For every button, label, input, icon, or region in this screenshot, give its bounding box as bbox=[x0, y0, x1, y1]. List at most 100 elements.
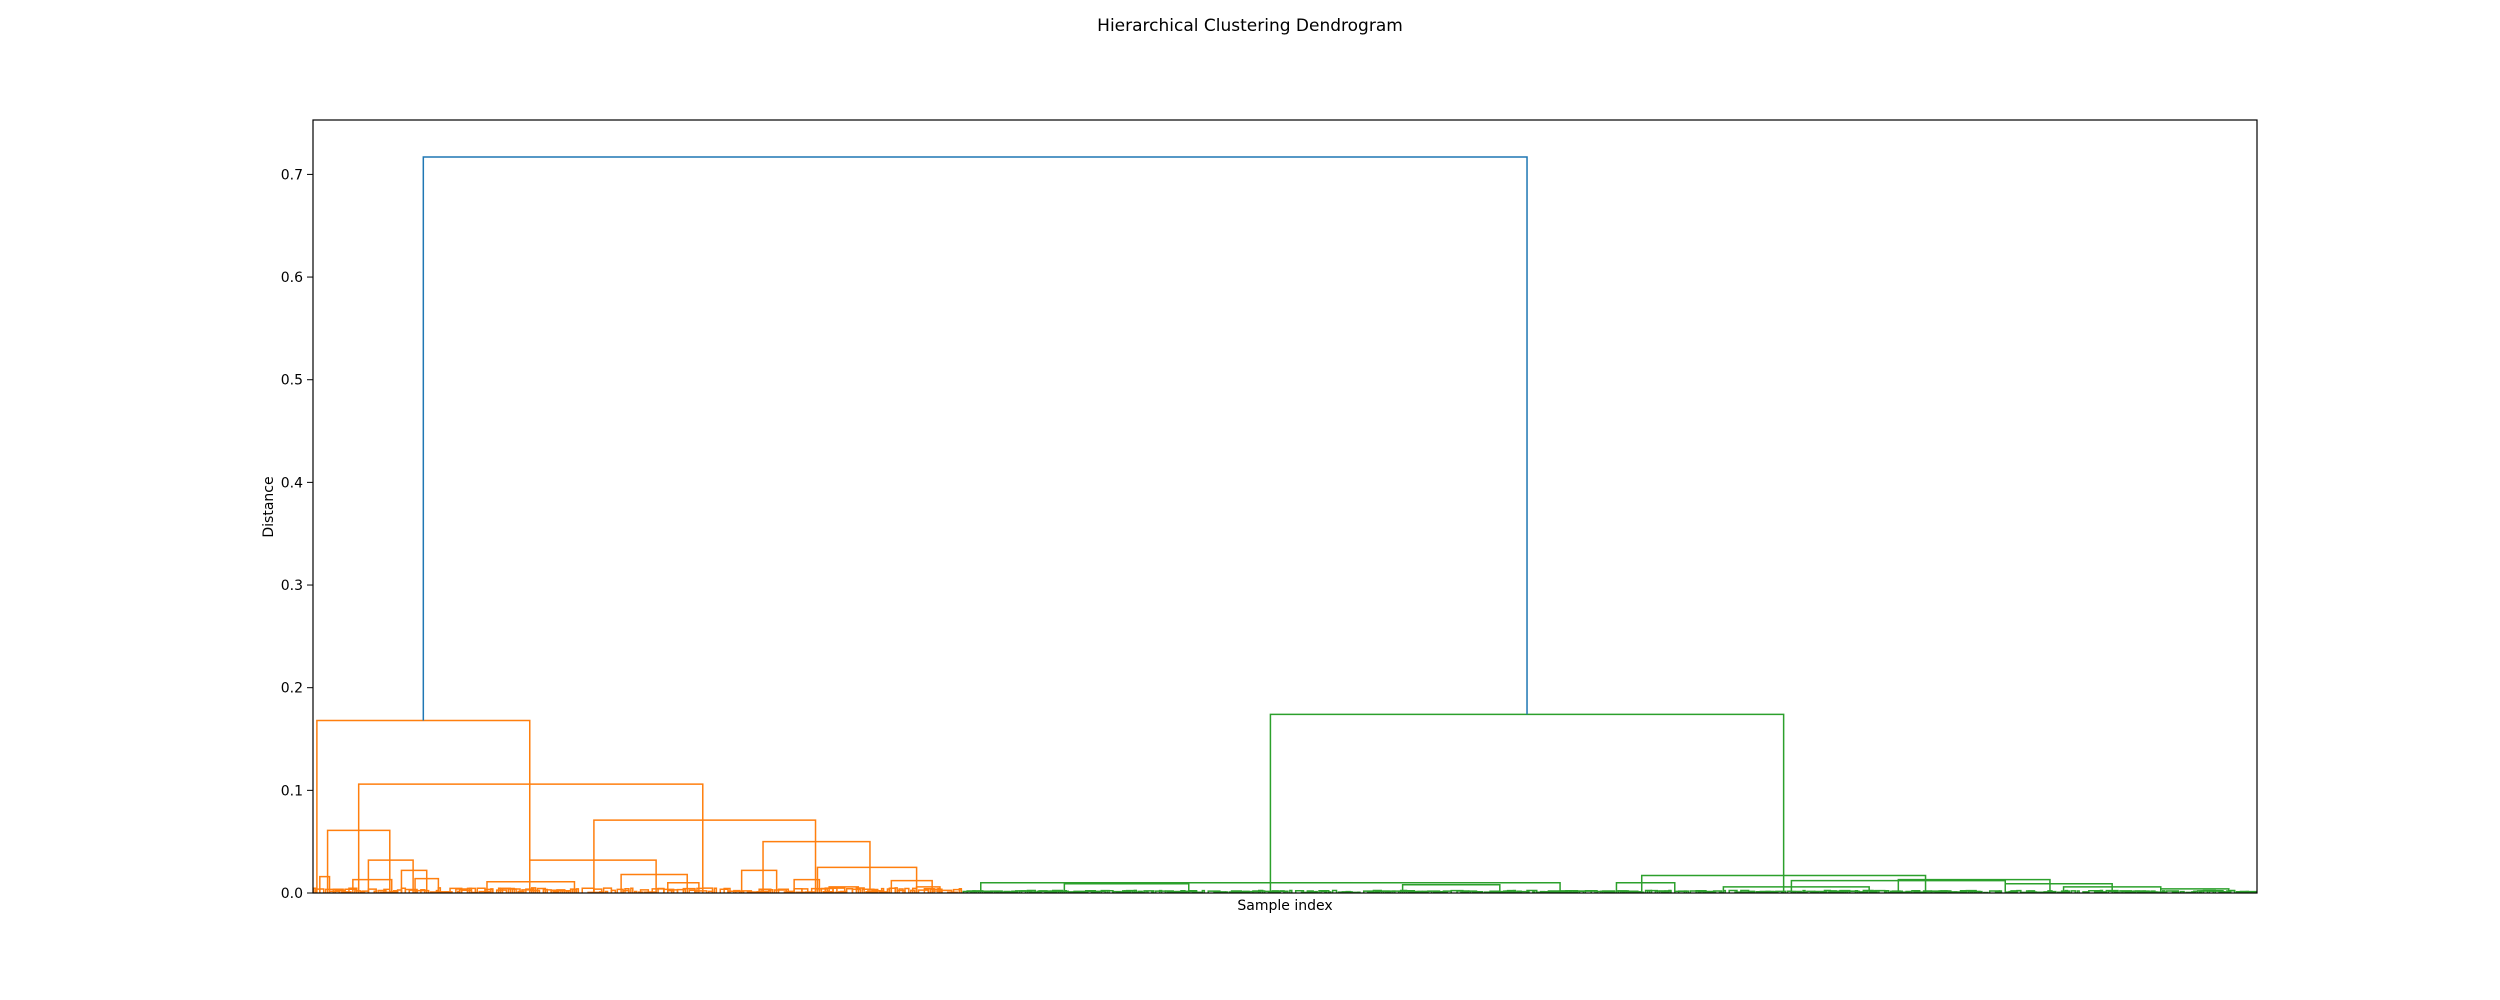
dendrogram-links bbox=[313, 156, 2257, 894]
leaf-merge-link bbox=[1100, 889, 1110, 893]
cluster-merge-link bbox=[1615, 881, 1676, 893]
leaf-merge-link bbox=[713, 887, 718, 893]
leaf-merge-link bbox=[904, 887, 910, 893]
leaf-merge-link bbox=[610, 889, 617, 893]
cluster-merge-link bbox=[1640, 874, 1927, 893]
leaf-merge-link bbox=[624, 888, 630, 893]
leaf-merge-link bbox=[1802, 889, 1806, 893]
cluster-merge-link bbox=[316, 719, 531, 893]
leaf-merge-link bbox=[1399, 889, 1408, 893]
leaf-merge-link bbox=[575, 888, 580, 893]
leaf-merge-link bbox=[1133, 889, 1138, 893]
leaf-merge-link bbox=[1771, 891, 1779, 893]
leaf-merge-link bbox=[1283, 890, 1287, 893]
leaf-merge-link bbox=[373, 890, 377, 893]
leaf-merge-link bbox=[707, 890, 714, 893]
leaf-merge-link bbox=[1520, 890, 1530, 893]
leaf-merge-link bbox=[468, 887, 477, 893]
leaf-merge-link bbox=[2173, 890, 2180, 893]
leaf-merge-link bbox=[1775, 890, 1787, 893]
leaf-merge-link bbox=[552, 890, 560, 893]
axes-frame bbox=[312, 119, 2258, 894]
leaf-merge-link bbox=[1137, 890, 1143, 893]
cluster-merge-link bbox=[2004, 883, 2113, 893]
cluster-merge-link bbox=[352, 878, 393, 893]
leaf-merge-link bbox=[1331, 889, 1338, 893]
cluster-merge-link bbox=[1269, 713, 1785, 893]
leaf-merge-link bbox=[517, 890, 525, 893]
leaf-merge-link bbox=[917, 889, 930, 893]
cluster-merge-link bbox=[486, 880, 576, 893]
cluster-merge-link bbox=[915, 886, 941, 893]
leaf-merge-link bbox=[1569, 890, 1573, 893]
leaf-merge-link bbox=[676, 888, 687, 893]
cluster-merge-link bbox=[367, 859, 414, 893]
cluster-merge-link bbox=[1722, 886, 1870, 893]
leaf-merge-link bbox=[1854, 890, 1859, 893]
leaf-merge-link bbox=[1289, 889, 1293, 893]
leaf-merge-link bbox=[1998, 890, 2003, 893]
cluster-merge-link bbox=[326, 829, 391, 893]
leaf-merge-link bbox=[332, 888, 344, 893]
cluster-merge-link bbox=[529, 859, 657, 893]
cluster-merge-link bbox=[357, 783, 704, 893]
leaf-merge-link bbox=[1940, 890, 1948, 893]
leaf-merge-link bbox=[1609, 890, 1616, 893]
cluster-merge-link bbox=[828, 886, 860, 893]
leaf-merge-link bbox=[565, 890, 570, 893]
leaf-merge-link bbox=[490, 888, 494, 893]
leaf-merge-link bbox=[1749, 890, 1756, 893]
leaf-merge-link bbox=[824, 887, 838, 893]
leaf-merge-link bbox=[855, 887, 865, 893]
y-tick-label: 0.7 bbox=[281, 167, 303, 183]
leaf-merge-link bbox=[1158, 889, 1163, 893]
leaf-merge-link bbox=[1464, 890, 1472, 893]
leaf-merge-link bbox=[657, 887, 665, 893]
leaf-merge-link bbox=[1314, 890, 1318, 893]
y-tick-label: 0.6 bbox=[281, 270, 303, 286]
leaf-merge-link bbox=[2064, 889, 2069, 893]
leaf-merge-link bbox=[1683, 890, 1690, 893]
cluster-merge-link bbox=[319, 875, 331, 893]
leaf-merge-link bbox=[530, 887, 537, 893]
y-tick-label: 0.5 bbox=[281, 373, 303, 389]
leaf-merge-link bbox=[735, 890, 745, 893]
cluster-merge-link bbox=[740, 869, 778, 893]
leaf-merge-link bbox=[898, 888, 904, 893]
y-axis-label: Distance bbox=[261, 476, 277, 537]
root-merge-link bbox=[422, 156, 1528, 721]
leaf-merge-link bbox=[832, 887, 846, 893]
y-tick-label: 0.3 bbox=[281, 578, 303, 594]
cluster-merge-link bbox=[793, 878, 821, 893]
y-tick-label: 0.1 bbox=[281, 783, 303, 799]
cluster-merge-link bbox=[1063, 883, 1190, 893]
y-tick-label: 0.0 bbox=[281, 886, 303, 902]
leaf-merge-link bbox=[630, 887, 634, 893]
leaf-merge-link bbox=[495, 889, 508, 893]
leaf-merge-link bbox=[511, 888, 517, 893]
leaf-merge-link bbox=[958, 887, 963, 893]
cluster-merge-link bbox=[620, 873, 688, 893]
leaf-merge-link bbox=[2161, 890, 2166, 893]
cluster-merge-link bbox=[414, 877, 440, 893]
leaf-merge-link bbox=[1421, 890, 1433, 893]
leaf-merge-link bbox=[2179, 890, 2185, 893]
x-axis-label: Sample index bbox=[1237, 898, 1332, 914]
leaf-merge-link bbox=[1973, 890, 1977, 893]
leaf-merge-link bbox=[1969, 890, 1973, 893]
cluster-merge-link bbox=[2160, 888, 2230, 893]
leaf-merge-link bbox=[1030, 889, 1036, 893]
cluster-merge-link bbox=[667, 881, 700, 893]
leaf-merge-link bbox=[1386, 890, 1390, 893]
leaf-merge-link bbox=[1677, 890, 1688, 893]
leaf-merge-link bbox=[1646, 890, 1651, 893]
y-tick-label: 0.4 bbox=[281, 475, 303, 491]
leaf-merge-link bbox=[1512, 889, 1517, 893]
leaf-merge-link bbox=[1590, 890, 1596, 893]
y-axis-ticks: 0.0 0.1 0.2 0.3 0.4 0.5 0.6 0.7 bbox=[281, 167, 313, 902]
leaf-merge-link bbox=[694, 890, 708, 893]
cluster-merge-link bbox=[1897, 878, 2051, 893]
chart-title: Hierarchical Clustering Dendrogram bbox=[1097, 16, 1403, 36]
leaf-merge-link bbox=[1201, 889, 1206, 893]
leaf-merge-link bbox=[1145, 890, 1149, 893]
